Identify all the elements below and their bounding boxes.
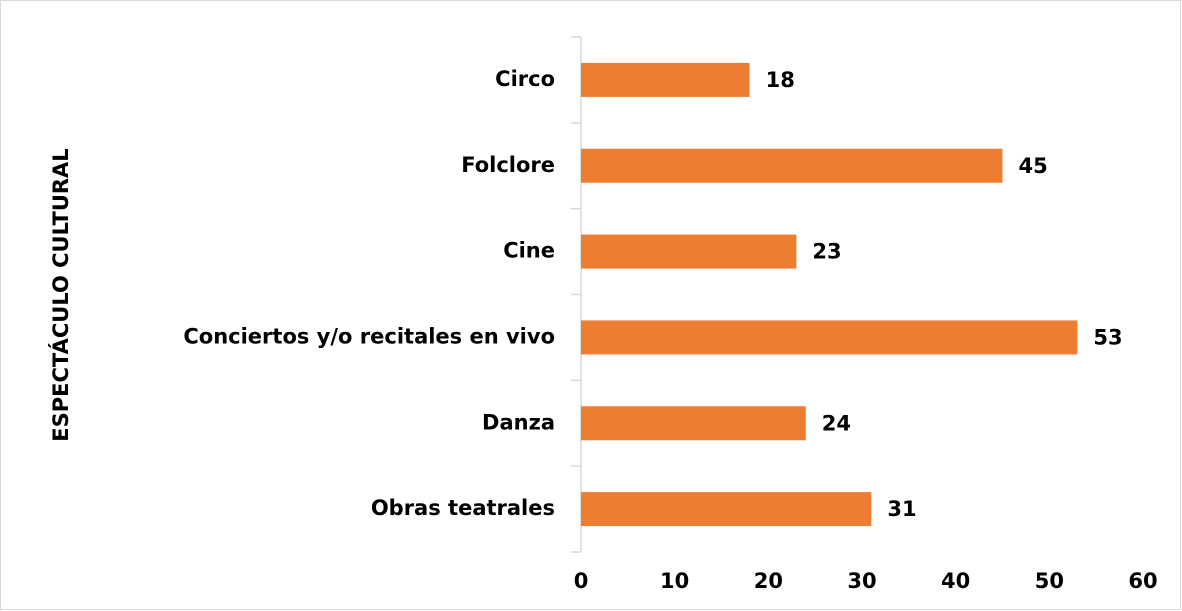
bar [581, 320, 1078, 355]
y-tick-label: Danza [482, 410, 555, 434]
x-tick-label: 0 [574, 569, 589, 593]
x-tick-label: 50 [1035, 569, 1064, 593]
x-tick-label: 40 [941, 569, 970, 593]
y-tick-label: Obras teatrales [371, 496, 555, 520]
data-label: 18 [766, 68, 795, 92]
bar [581, 148, 1003, 183]
x-tick-label: 30 [847, 569, 876, 593]
y-tick-label: Cine [503, 239, 555, 263]
data-label: 23 [812, 240, 841, 264]
x-tick-label: 60 [1128, 569, 1157, 593]
x-tick-label: 20 [754, 569, 783, 593]
bar [581, 406, 806, 441]
y-axis-title: ESPECTÁCULO CULTURAL [48, 148, 73, 441]
x-tick-label: 10 [660, 569, 689, 593]
y-tick-label: Folclore [461, 153, 555, 177]
data-label: 53 [1093, 325, 1122, 349]
data-label: 45 [1019, 154, 1048, 178]
bar [581, 492, 872, 527]
bar [581, 62, 750, 97]
y-tick-label: Circo [495, 67, 555, 91]
data-label: 24 [822, 411, 851, 435]
y-tick-label: Conciertos y/o recitales en vivo [183, 324, 555, 348]
bar [581, 234, 797, 269]
data-label: 31 [887, 497, 916, 521]
